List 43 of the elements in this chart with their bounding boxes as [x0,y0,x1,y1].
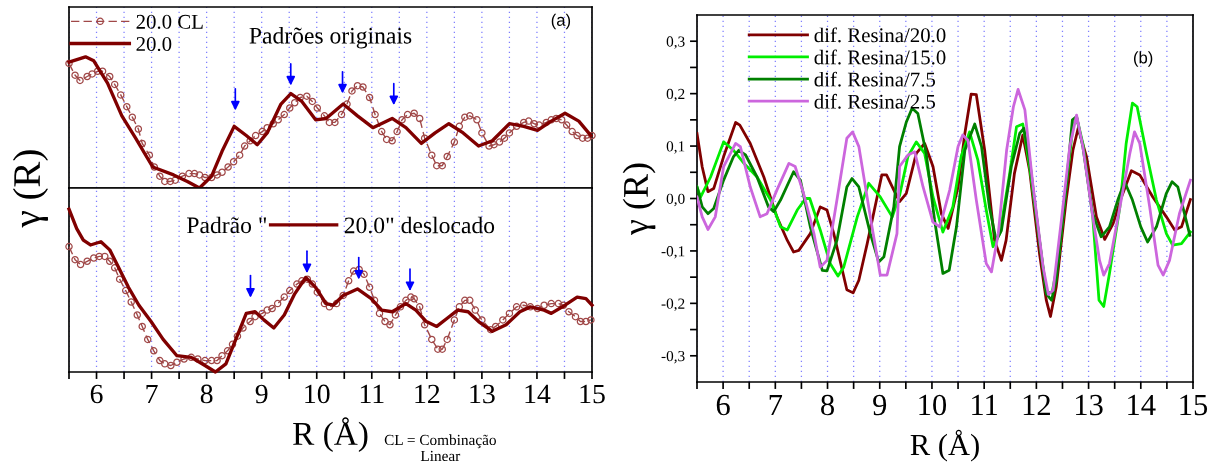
x-tick-label: 13 [470,384,495,404]
y-tick-label: 0,2 [666,88,685,102]
legend-label: 20.0" deslocado [344,216,495,234]
x-axis-title: R (Å) [910,429,979,462]
x-tick-label: 10 [305,384,330,404]
legend-label: dif. Resina/7.5 [814,71,936,87]
x-tick-label: 13 [1075,394,1103,416]
x-tick-label: 6 [90,384,103,404]
x-tick-label: 14 [525,384,551,404]
legend-label: dif. Resina/15.0 [814,49,946,65]
x-tick-label: 6 [716,394,730,416]
legend-label: 20.0 CL [136,14,203,29]
x-tick-label: 7 [769,395,783,416]
legend-title: Padrão " [187,216,267,234]
y-axis-title: γ (R) [12,150,49,228]
y-axis-title: γ (R) [622,163,656,236]
legend-label: dif. Resina/20.0 [814,27,946,43]
annotation: (b) [1133,51,1153,67]
y-tick-label: 0,1 [666,141,685,154]
x-tick-label: 12 [415,384,440,404]
y-tick-label: 0,0 [666,193,685,207]
x-tick-label: 9 [255,384,268,404]
x-tick-label: 7 [146,384,158,404]
y-tick-label: 0,3 [666,36,685,49]
x-tick-label: 10 [919,394,947,416]
y-tick-label: -0,3 [661,350,685,364]
x-tick-label: 12 [1023,394,1050,416]
x-tick-label: 11 [360,384,384,404]
legend-label: 20.0 [136,36,172,52]
x-tick-label: 15 [580,384,605,404]
x-axis-title: R (Å) [293,417,368,452]
chart-title: Padrões originais [249,27,412,49]
x-tick-label: 11 [972,394,998,416]
x-tick-label: 14 [1128,394,1156,416]
legend-label: dif. Resina/2.5 [814,93,936,109]
text: (a) [551,13,571,30]
x-tick-label: 9 [873,394,887,416]
x-tick-label: 8 [200,384,213,404]
x-tick-label: 8 [821,394,834,416]
y-tick-label: -0,1 [661,246,685,259]
x-tick-label: 15 [1180,394,1208,416]
text: CL = Combinação Linear [384,434,496,462]
y-tick-label: -0,2 [661,298,685,312]
